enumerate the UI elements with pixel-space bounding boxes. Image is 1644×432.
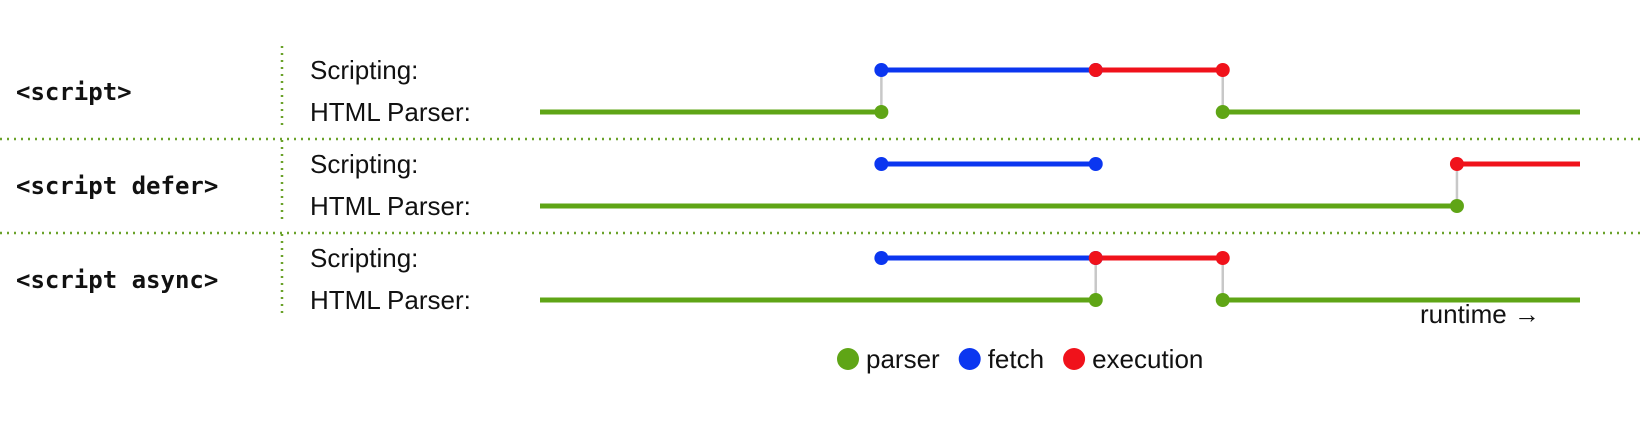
fetch-start-dot <box>874 63 889 77</box>
fetch-start-dot <box>874 251 889 265</box>
scripting-row-label: Scripting: <box>310 243 418 273</box>
legend: parser fetch execution <box>837 344 1203 374</box>
parser-legend-label: parser <box>866 344 940 374</box>
scripting-row-label: Scripting: <box>310 55 418 85</box>
script-tag-label: <script defer> <box>16 172 218 200</box>
parser-pause-dot <box>1449 199 1464 213</box>
script-tag-label: <script> <box>16 78 132 106</box>
html-parser-row-label: HTML Parser: <box>310 285 471 315</box>
execution-legend-swatch <box>1063 348 1086 370</box>
section-separators <box>0 137 1644 235</box>
timeline-sections: <script>Scripting:HTML Parser:<script de… <box>16 46 1580 315</box>
html-parser-row-label: HTML Parser: <box>310 191 471 221</box>
execution-start-dot <box>1449 157 1464 171</box>
parser-resume-dot <box>1215 293 1230 307</box>
execution-end-dot <box>1215 63 1230 77</box>
section-2: <script async> Scripting: HTML Parser: <box>16 234 1580 315</box>
execution-end-dot <box>1215 251 1230 265</box>
section-1: <script defer> Scripting: HTML Parser: <box>16 140 1580 221</box>
fetch-end-dot <box>1088 157 1103 171</box>
fetch-legend-label: fetch <box>988 344 1044 374</box>
html-parser-row-label: HTML Parser: <box>310 97 471 127</box>
runtime-axis-label: runtime → <box>1420 299 1540 329</box>
parser-pause-dot <box>1088 293 1103 307</box>
parser-resume-dot <box>1215 105 1230 119</box>
parser-legend-swatch <box>837 348 859 370</box>
scripting-row-label: Scripting: <box>310 149 418 179</box>
execution-start-dot <box>1088 63 1103 77</box>
fetch-legend-swatch <box>958 348 981 370</box>
execution-start-dot <box>1088 251 1103 265</box>
parser-pause-dot <box>874 105 889 119</box>
section-0: <script> Scripting: HTML Parser: <box>16 46 1580 127</box>
script-tag-label: <script async> <box>16 266 218 294</box>
execution-legend-label: execution <box>1092 344 1203 374</box>
fetch-start-dot <box>874 157 889 171</box>
